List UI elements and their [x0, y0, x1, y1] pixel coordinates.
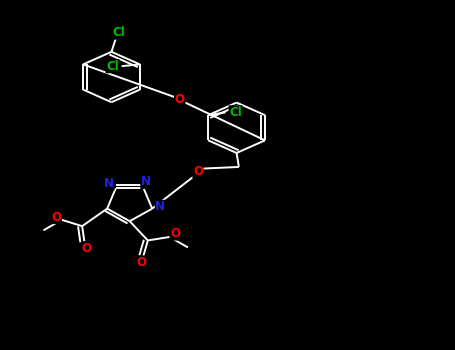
Text: Cl: Cl: [229, 106, 242, 119]
Text: N: N: [104, 176, 114, 190]
Text: O: O: [170, 227, 180, 240]
Text: Cl: Cl: [106, 60, 119, 73]
Text: Cl: Cl: [112, 26, 125, 39]
Text: N: N: [141, 175, 151, 189]
Text: O: O: [136, 256, 146, 269]
Text: O: O: [193, 165, 203, 178]
Text: O: O: [82, 241, 92, 255]
Text: O: O: [175, 93, 185, 106]
Text: O: O: [51, 210, 61, 224]
Text: N: N: [155, 200, 165, 214]
